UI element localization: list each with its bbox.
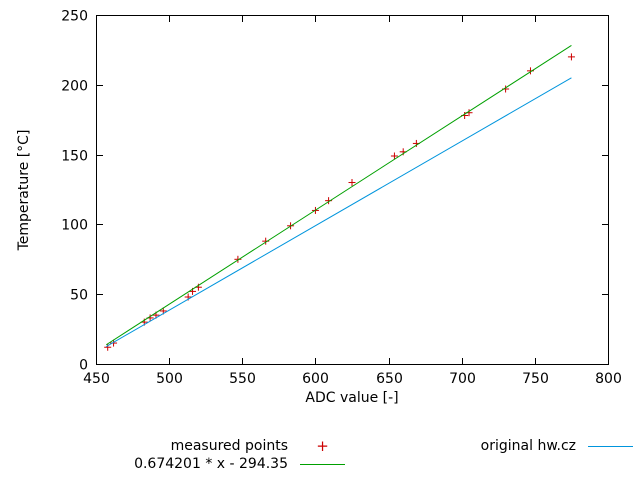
- legend-label-fit-line: 0.674201 * x - 294.35: [134, 456, 288, 472]
- svg-text:150: 150: [61, 149, 88, 165]
- svg-text:450: 450: [83, 371, 110, 387]
- svg-text:0: 0: [79, 358, 88, 374]
- plus-marker-icon: +: [316, 437, 329, 455]
- svg-text:600: 600: [302, 371, 329, 387]
- svg-text:650: 650: [376, 371, 403, 387]
- legend-entry-original-hwcz: original hw.cz: [481, 438, 633, 454]
- svg-text:100: 100: [61, 218, 88, 234]
- line-sample-icon: [588, 445, 633, 447]
- legend-label-original-hwcz: original hw.cz: [480, 438, 576, 454]
- x-axis-label: ADC value [-]: [305, 390, 399, 406]
- legend-label-measured-points: measured points: [170, 438, 288, 454]
- svg-text:750: 750: [522, 371, 549, 387]
- legend-entry-measured-points: measured points +: [171, 438, 345, 454]
- svg-text:550: 550: [229, 371, 256, 387]
- svg-text:800: 800: [595, 371, 622, 387]
- svg-text:250: 250: [61, 9, 88, 25]
- svg-text:700: 700: [449, 371, 476, 387]
- svg-text:50: 50: [70, 288, 88, 304]
- svg-text:500: 500: [156, 371, 183, 387]
- legend-entry-fit-line: 0.674201 * x - 294.35: [134, 456, 345, 472]
- line-sample-icon: [300, 463, 345, 465]
- y-axis-label: Temperature [°C]: [16, 129, 32, 251]
- svg-text:200: 200: [61, 79, 88, 95]
